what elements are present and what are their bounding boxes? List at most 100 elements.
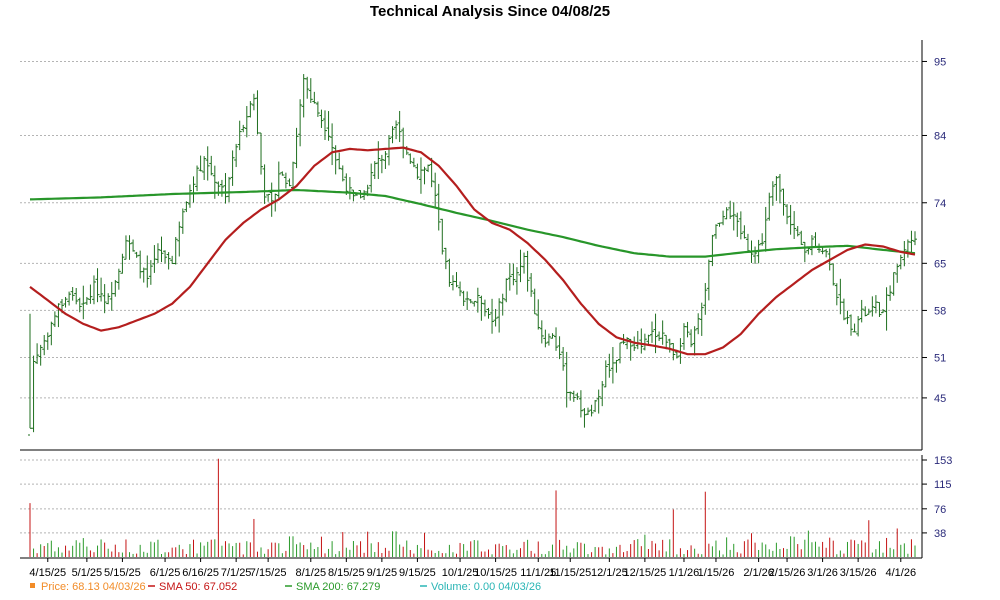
price-bar bbox=[586, 407, 591, 415]
price-bar bbox=[834, 283, 839, 306]
price-bar bbox=[344, 173, 349, 195]
price-bar bbox=[536, 299, 541, 330]
price-bar bbox=[514, 267, 519, 295]
price-tick-label: 51 bbox=[934, 353, 946, 365]
price-bar bbox=[315, 101, 320, 117]
price-bar bbox=[625, 337, 630, 350]
price-bar bbox=[74, 288, 79, 305]
price-tick-label: 84 bbox=[934, 130, 946, 142]
price-bar bbox=[276, 161, 281, 199]
price-bar bbox=[35, 343, 40, 365]
price-bar bbox=[475, 287, 480, 313]
price-bar bbox=[724, 207, 729, 220]
price-bar bbox=[88, 284, 93, 304]
price-bar bbox=[490, 298, 495, 334]
x-tick-label: 11/15/25 bbox=[549, 567, 591, 579]
price-bar bbox=[532, 288, 537, 315]
price-grid bbox=[20, 60, 920, 399]
price-bar bbox=[191, 176, 196, 203]
price-bar bbox=[237, 120, 242, 151]
price-bar bbox=[408, 153, 413, 164]
price-bar bbox=[298, 99, 303, 147]
price-tick-label: 95 bbox=[934, 56, 946, 68]
price-bar bbox=[123, 235, 128, 260]
price-bar bbox=[173, 236, 178, 265]
price-bar bbox=[909, 230, 914, 254]
price-bar bbox=[831, 263, 836, 286]
price-bar bbox=[571, 390, 576, 402]
price-bar bbox=[913, 231, 917, 246]
price-bar bbox=[518, 249, 523, 283]
x-tick-label: 12/1/25 bbox=[591, 567, 628, 579]
price-bar bbox=[77, 297, 82, 313]
price-bar bbox=[529, 273, 534, 297]
price-bar bbox=[91, 275, 96, 305]
price-bar bbox=[849, 314, 854, 336]
x-tick-label: 6/16/25 bbox=[182, 567, 219, 579]
price-bar bbox=[67, 291, 72, 306]
price-bar bbox=[49, 321, 54, 346]
x-axis-ticks: 4/15/25 5/1/25 5/15/25 6/1/25 6/16/25 7/1/257… bbox=[29, 558, 916, 579]
price-bar bbox=[877, 301, 882, 317]
price-bar bbox=[187, 184, 192, 208]
price-bar bbox=[660, 320, 665, 345]
price-bar bbox=[500, 293, 505, 316]
price-bar bbox=[145, 255, 150, 288]
price-bar bbox=[824, 248, 829, 258]
price-bar bbox=[294, 127, 299, 169]
price-bar bbox=[63, 296, 68, 308]
price-bar bbox=[31, 355, 36, 433]
price-bar bbox=[219, 179, 224, 197]
price-bar bbox=[777, 173, 782, 204]
price-bar bbox=[785, 204, 790, 225]
price-bar bbox=[45, 332, 50, 350]
price-bar bbox=[479, 295, 484, 321]
price-bar bbox=[84, 296, 89, 305]
price-bar bbox=[209, 155, 214, 176]
sma-lines bbox=[29, 146, 916, 356]
price-bar bbox=[351, 189, 356, 202]
volume-tick-label: 115 bbox=[934, 479, 952, 491]
price-bar bbox=[418, 157, 423, 194]
price-bar bbox=[543, 329, 548, 348]
price-bar bbox=[696, 313, 701, 335]
price-bar bbox=[426, 164, 431, 173]
price-bar bbox=[241, 124, 246, 133]
x-tick-label: 7/15/25 bbox=[250, 567, 287, 579]
chart-title: Technical Analysis Since 04/08/25 bbox=[370, 3, 610, 20]
price-bar bbox=[106, 293, 111, 305]
price-bar bbox=[255, 90, 260, 135]
price-bar bbox=[223, 173, 228, 204]
sma50-line bbox=[29, 146, 916, 356]
x-tick-label: 9/15/25 bbox=[399, 567, 436, 579]
price-bar bbox=[600, 381, 605, 407]
price-bar bbox=[817, 243, 822, 253]
price-bar bbox=[770, 181, 775, 206]
price-bar bbox=[795, 226, 800, 237]
x-tick-label: 4/1/26 bbox=[885, 567, 916, 579]
price-bar bbox=[884, 287, 889, 331]
price-bar bbox=[820, 247, 825, 255]
price-bar bbox=[383, 151, 388, 169]
price-bar bbox=[230, 150, 235, 186]
price-bar bbox=[148, 260, 153, 285]
price-bar bbox=[809, 235, 814, 256]
price-bar bbox=[497, 298, 502, 333]
price-bar bbox=[42, 335, 47, 356]
price-bar bbox=[731, 202, 736, 231]
price-tick-label: 45 bbox=[934, 393, 946, 405]
price-bar bbox=[671, 343, 676, 361]
price-bar bbox=[443, 247, 448, 270]
price-bar bbox=[774, 176, 779, 201]
price-bar bbox=[131, 239, 136, 252]
price-bar bbox=[568, 391, 573, 401]
x-tick-label: 10/1/25 bbox=[442, 567, 479, 579]
price-bar bbox=[738, 211, 743, 240]
x-tick-label: 5/1/25 bbox=[72, 567, 103, 579]
price-bar bbox=[81, 285, 86, 320]
price-bar bbox=[337, 152, 342, 170]
price-bar bbox=[251, 93, 256, 111]
price-bar bbox=[763, 206, 768, 252]
x-tick-label: 3/15/26 bbox=[840, 567, 877, 579]
price-bar bbox=[706, 259, 711, 301]
